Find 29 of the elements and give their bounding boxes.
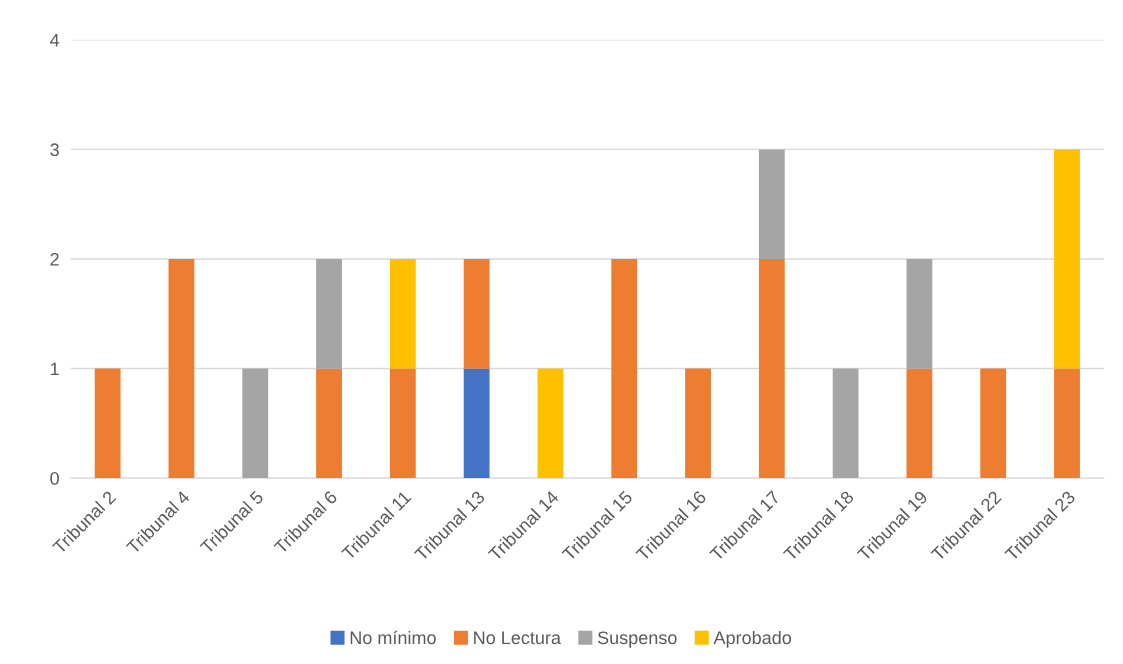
y-tick-label: 4 — [50, 33, 60, 47]
bar — [94, 368, 121, 479]
bar — [906, 258, 933, 369]
bar — [611, 258, 638, 479]
bar — [685, 368, 711, 479]
bar — [758, 258, 785, 479]
bar — [537, 368, 564, 479]
legend-label: No mínimo — [350, 630, 436, 645]
bar — [1054, 149, 1080, 369]
bar — [832, 368, 859, 479]
legend-label: No Lectura — [474, 631, 561, 645]
y-tick-label: 2 — [50, 252, 59, 266]
bar — [758, 149, 785, 259]
y-tick-label: 0 — [50, 472, 59, 485]
legend-label: Aprobado — [713, 630, 792, 648]
bar — [316, 368, 342, 479]
bar — [906, 368, 933, 479]
bar — [389, 258, 416, 369]
bar — [463, 368, 490, 479]
y-tick-label: 3 — [50, 143, 59, 157]
bar — [980, 368, 1007, 479]
bar — [242, 368, 269, 479]
bar — [168, 258, 195, 479]
bar — [389, 368, 416, 479]
y-tick-label: 1 — [50, 362, 59, 376]
bar — [1054, 368, 1080, 479]
bar — [463, 258, 490, 369]
legend-label: Suspenso — [597, 631, 677, 648]
bar — [316, 258, 342, 369]
